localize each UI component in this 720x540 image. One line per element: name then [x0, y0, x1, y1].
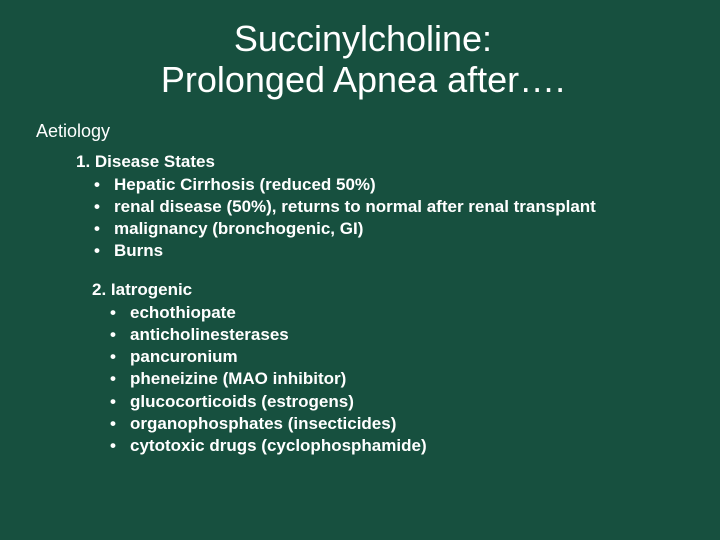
slide-title: Succinylcholine: Prolonged Apnea after….: [36, 18, 690, 101]
list-item: pancuronium: [110, 346, 690, 368]
list-item: cytotoxic drugs (cyclophosphamide): [110, 435, 690, 457]
group-iatrogenic: 2. Iatrogenic echothiopate anticholinest…: [92, 280, 690, 457]
slide: Succinylcholine: Prolonged Apnea after….…: [0, 0, 720, 540]
group-title: 1. Disease States: [76, 152, 690, 172]
list-item: pheneizine (MAO inhibitor): [110, 368, 690, 390]
list-item: renal disease (50%), returns to normal a…: [94, 196, 690, 218]
title-line-2: Prolonged Apnea after….: [161, 59, 565, 100]
bullet-list: Hepatic Cirrhosis (reduced 50%) renal di…: [76, 174, 690, 262]
list-item: anticholinesterases: [110, 324, 690, 346]
list-item: organophosphates (insecticides): [110, 413, 690, 435]
list-item: glucocorticoids (estrogens): [110, 391, 690, 413]
title-line-1: Succinylcholine:: [234, 18, 492, 59]
group-title: 2. Iatrogenic: [92, 280, 690, 300]
list-item: Burns: [94, 240, 690, 262]
group-disease-states: 1. Disease States Hepatic Cirrhosis (red…: [76, 152, 690, 262]
list-item: malignancy (bronchogenic, GI): [94, 218, 690, 240]
list-item: echothiopate: [110, 302, 690, 324]
list-item: Hepatic Cirrhosis (reduced 50%): [94, 174, 690, 196]
section-heading: Aetiology: [36, 121, 690, 142]
bullet-list: echothiopate anticholinesterases pancuro…: [92, 302, 690, 457]
